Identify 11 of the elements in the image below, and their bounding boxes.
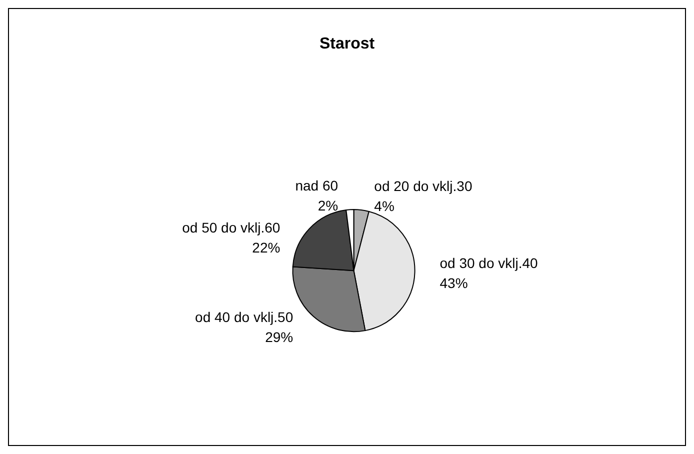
slice-label: od 40 do vklj.50 bbox=[195, 308, 294, 325]
data-label: 43% bbox=[440, 274, 468, 291]
slice-label: nad 60 bbox=[295, 178, 338, 194]
data-label: 22% bbox=[252, 240, 280, 256]
slice-label: od 50 do vklj.60 bbox=[182, 220, 280, 236]
data-label: 4% bbox=[374, 198, 394, 214]
slice-label: od 30 do vklj.40 bbox=[440, 254, 538, 271]
data-label: 29% bbox=[265, 328, 294, 345]
slice-label: od 20 do vklj.30 bbox=[374, 178, 472, 194]
chart-title: Starost bbox=[319, 36, 376, 52]
data-label: 2% bbox=[318, 198, 338, 214]
